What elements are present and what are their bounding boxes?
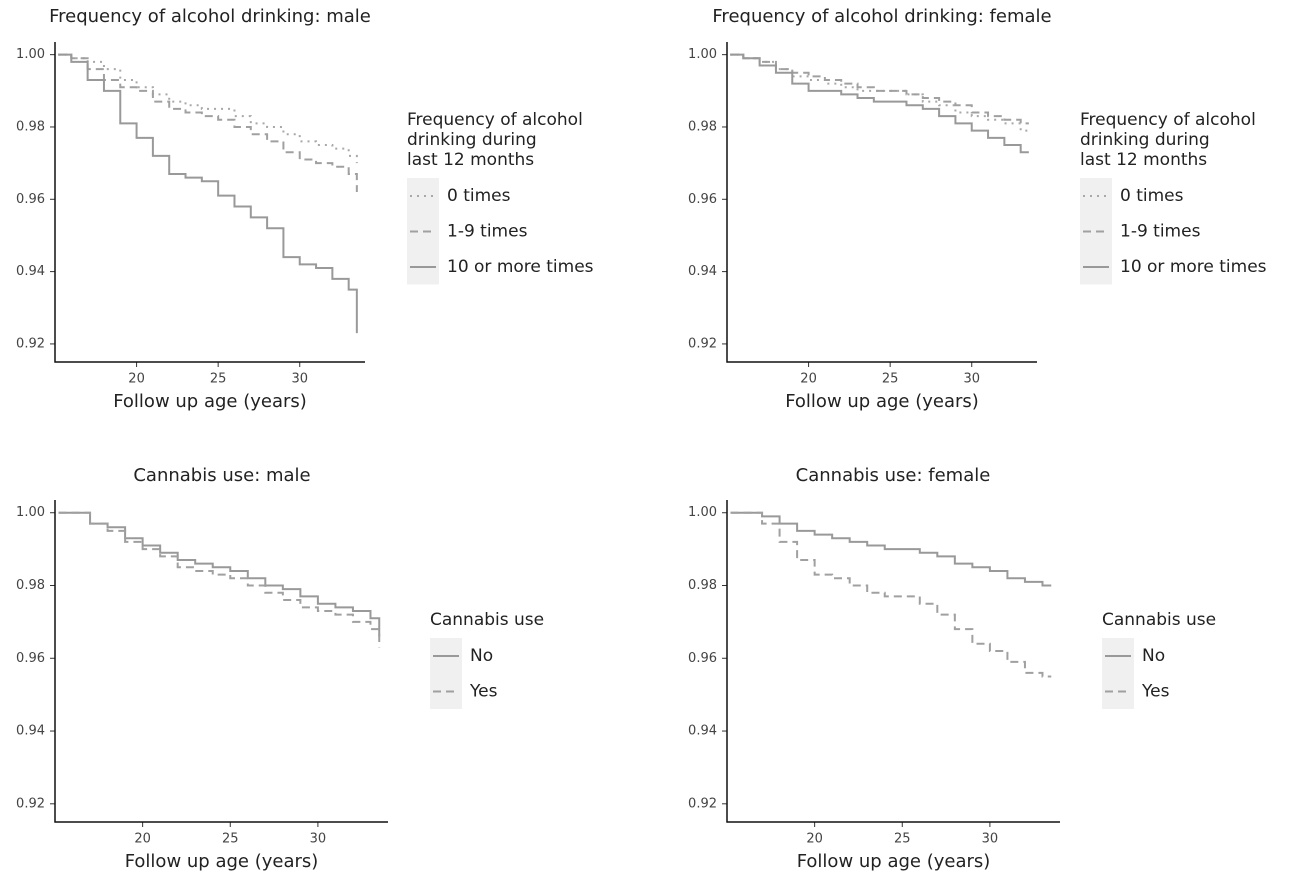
panel-title: Frequency of alcohol drinking: male [49,6,371,27]
survival-curve [730,511,1052,678]
legend-label: Yes [1141,682,1170,702]
y-tick-label: 1.00 [688,47,717,62]
legend-label: No [1142,646,1165,666]
y-tick-label: 0.92 [16,336,45,351]
axes [54,500,388,823]
legend-key-background [1102,638,1134,709]
y-tick-label: 0.94 [16,724,45,739]
panel: Frequency of alcohol drinking: male 0.92 0… [16,6,594,412]
legend-label: 0 times [447,186,511,206]
y-tick-label: 1.00 [16,505,45,520]
legend-label: 0 times [1120,186,1184,206]
y-tick-label: 0.98 [16,119,45,134]
x-tick-label: 25 [210,372,227,387]
legend-title: drinking during [407,130,537,150]
x-tick-label: 25 [222,832,239,847]
legend-label: 1-9 times [447,222,528,242]
survival-curve [58,511,381,648]
x-tick-label: 20 [806,832,823,847]
x-tick-label: 30 [310,832,327,847]
y-tick-label: 0.92 [688,796,717,811]
legend-label: Yes [469,682,498,702]
y-tick-label: 0.98 [688,119,717,134]
legend-title: Cannabis use [430,610,544,630]
panel-title: Cannabis use: female [796,465,991,486]
y-tick-label: 0.96 [16,192,45,207]
axes [726,42,1037,363]
legend-title: last 12 months [1080,150,1207,170]
legend-label: 10 or more times [1120,257,1267,277]
y-tick-label: 0.96 [688,192,717,207]
x-tick-label: 25 [894,832,911,847]
survival-curve [730,53,1029,125]
x-axis-label: Follow up age (years) [797,851,991,872]
y-tick-label: 1.00 [688,505,717,520]
survival-curve [58,53,358,164]
x-axis-label: Follow up age (years) [113,391,307,412]
survival-curve [58,53,358,193]
legend-label: 10 or more times [447,257,594,277]
x-tick-label: 25 [882,372,899,387]
panel: Cannabis use: male 0.92 0.94 0.96 0.98 1.00 20… [16,465,544,872]
legend-title: Cannabis use [1102,610,1216,630]
y-tick-label: 0.92 [16,796,45,811]
x-tick-label: 20 [128,372,145,387]
y-tick-label: 0.96 [16,651,45,666]
x-tick-label: 30 [963,372,980,387]
y-tick-label: 0.98 [688,578,717,593]
legend-title: drinking during [1080,130,1210,150]
legend-label: No [470,646,493,666]
x-tick-label: 30 [982,832,999,847]
x-tick-label: 20 [800,372,817,387]
panel-title: Cannabis use: male [133,465,310,486]
panel-title: Frequency of alcohol drinking: female [712,6,1051,27]
y-tick-label: 0.96 [688,651,717,666]
x-tick-label: 30 [291,372,308,387]
legend-title: Frequency of alcohol [407,110,583,130]
axes [726,500,1060,823]
survival-curve [58,53,358,334]
panel: Cannabis use: female 0.92 0.94 0.96 0.98 1.00… [688,465,1216,872]
x-axis-label: Follow up age (years) [785,391,979,412]
legend-key-background [430,638,462,709]
x-axis-label: Follow up age (years) [125,851,319,872]
legend-title: Frequency of alcohol [1080,110,1256,130]
y-tick-label: 1.00 [16,47,45,62]
y-tick-label: 0.98 [16,578,45,593]
panel: Frequency of alcohol drinking: female 0.9… [688,6,1267,412]
legend-label: 1-9 times [1120,222,1201,242]
legend-title: last 12 months [407,150,534,170]
survival-curve [730,53,1029,154]
y-tick-label: 0.94 [16,264,45,279]
x-tick-label: 20 [134,832,151,847]
y-tick-label: 0.92 [688,336,717,351]
survival-curve [730,511,1052,587]
y-tick-label: 0.94 [688,724,717,739]
y-tick-label: 0.94 [688,264,717,279]
axes [54,42,365,363]
survival-curve [58,511,381,637]
